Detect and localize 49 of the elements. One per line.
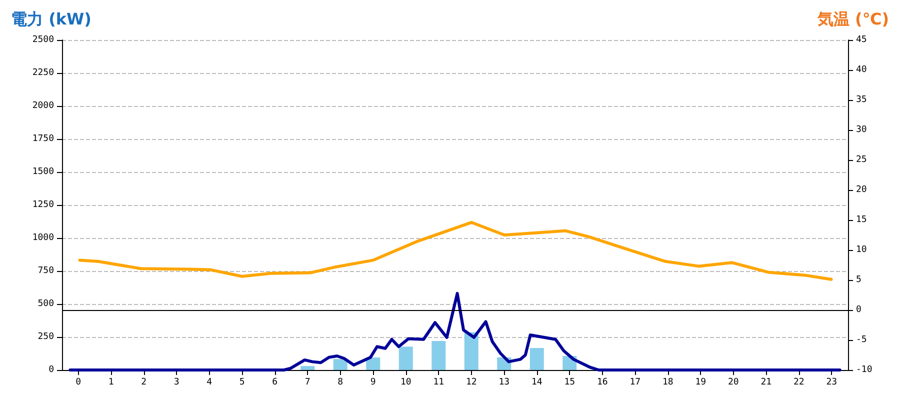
y2-tick-label: 25 (856, 155, 867, 165)
x-tick-label: 19 (695, 378, 706, 388)
x-tick-label: 21 (760, 378, 772, 388)
y-tick-label: 0 (48, 365, 54, 375)
x-tick-label: 16 (596, 378, 608, 388)
x-tick-label: 18 (662, 378, 674, 388)
x-tick-label: 23 (826, 378, 838, 388)
y2-tick-label: -10 (856, 365, 872, 375)
y2-tick-label: 5 (856, 275, 862, 285)
x-tick-label: 8 (338, 378, 344, 388)
y2-tick-label: -5 (856, 335, 867, 345)
x-tick-label: 4 (206, 378, 212, 388)
x-tick-label: 3 (174, 378, 180, 388)
x-tick-label: 10 (400, 378, 412, 388)
y2-tick-label: 15 (856, 215, 867, 225)
x-tick-label: 11 (433, 378, 444, 388)
y-tick-label: 1250 (32, 200, 54, 210)
x-tick-label: 12 (466, 378, 477, 388)
y2-tick-label: 30 (856, 125, 867, 135)
x-tick-label: 2 (141, 378, 147, 388)
y2-tick-label: 10 (856, 245, 867, 255)
x-tick-label: 9 (370, 378, 376, 388)
x-tick-label: 20 (728, 378, 739, 388)
y-tick-label: 2250 (32, 68, 54, 78)
y-tick-label: 250 (38, 332, 54, 342)
y2-tick-label: 35 (856, 95, 867, 105)
y2-axis-title: 気温 (℃) (816, 10, 890, 28)
y-axis-title: 電力 (kW) (11, 10, 92, 28)
y2-tick-label: 20 (856, 185, 867, 195)
x-tick-label: 0 (76, 378, 82, 388)
y-tick-label: 1750 (32, 134, 54, 144)
y-tick-label: 750 (38, 266, 54, 276)
y-tick-label: 2500 (32, 35, 54, 45)
x-tick-label: 22 (793, 378, 804, 388)
y2-tick-label: 45 (856, 35, 867, 45)
x-tick-label: 5 (239, 378, 245, 388)
x-tick-label: 13 (498, 378, 510, 388)
x-tick-label: 6 (272, 378, 278, 388)
y2-tick-label: 40 (856, 65, 867, 75)
y-tick-label: 2000 (32, 101, 54, 111)
x-tick-label: 17 (630, 378, 641, 388)
x-tick-label: 1 (108, 378, 114, 388)
x-tick-label: 15 (564, 378, 576, 388)
x-tick-label: 7 (304, 378, 310, 388)
y-tick-label: 1500 (32, 167, 54, 177)
y2-tick-label: 0 (856, 305, 862, 315)
x-tick-label: 14 (531, 378, 542, 388)
y-tick-label: 500 (38, 299, 54, 309)
y-tick-label: 1000 (32, 233, 54, 243)
